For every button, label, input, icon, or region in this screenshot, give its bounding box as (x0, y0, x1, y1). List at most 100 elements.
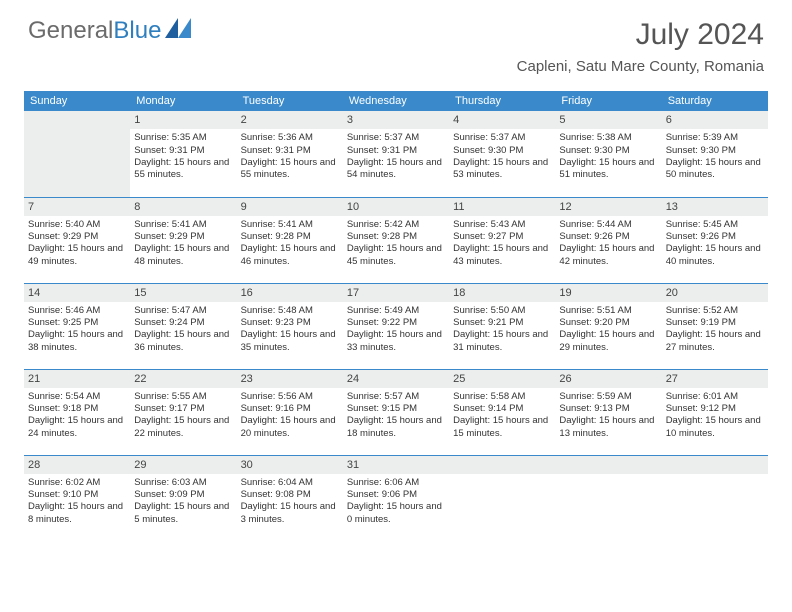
day-number: 28 (24, 456, 130, 474)
sunset-text: Sunset: 9:17 PM (134, 403, 232, 415)
calendar-cell: 1Sunrise: 5:35 AMSunset: 9:31 PMDaylight… (130, 111, 236, 197)
day-number: 7 (24, 198, 130, 216)
calendar-cell: 3Sunrise: 5:37 AMSunset: 9:31 PMDaylight… (343, 111, 449, 197)
daylight-text: Daylight: 15 hours and 55 minutes. (134, 157, 232, 182)
calendar-cell: 31Sunrise: 6:06 AMSunset: 9:06 PMDayligh… (343, 455, 449, 541)
calendar-cell: 23Sunrise: 5:56 AMSunset: 9:16 PMDayligh… (237, 369, 343, 455)
calendar-cell: 6Sunrise: 5:39 AMSunset: 9:30 PMDaylight… (662, 111, 768, 197)
calendar-cell: 9Sunrise: 5:41 AMSunset: 9:28 PMDaylight… (237, 197, 343, 283)
weekday-header: Friday (555, 91, 661, 111)
sunrise-text: Sunrise: 5:36 AM (241, 132, 339, 144)
logo: GeneralBlue (28, 18, 191, 43)
sunset-text: Sunset: 9:28 PM (241, 231, 339, 243)
sunrise-text: Sunrise: 5:52 AM (666, 305, 764, 317)
sunset-text: Sunset: 9:24 PM (134, 317, 232, 329)
calendar-cell (449, 455, 555, 541)
daylight-text: Daylight: 15 hours and 18 minutes. (347, 415, 445, 440)
calendar-cell: 25 Sunrise: 5:58 AMSunset: 9:14 PMDayligh… (449, 369, 555, 455)
calendar-cell: 10Sunrise: 5:42 AMSunset: 9:28 PMDayligh… (343, 197, 449, 283)
calendar-cell (662, 455, 768, 541)
sunrise-text: Sunrise: 6:04 AM (241, 477, 339, 489)
calendar-cell: 30Sunrise: 6:04 AMSunset: 9:08 PMDayligh… (237, 455, 343, 541)
daylight-text: Daylight: 15 hours and 42 minutes. (559, 243, 657, 268)
calendar-cell: 4Sunrise: 5:37 AMSunset: 9:30 PMDaylight… (449, 111, 555, 197)
sunrise-text: Sunrise: 5:37 AM (453, 132, 551, 144)
calendar-cell (555, 455, 661, 541)
day-number (662, 456, 768, 474)
day-number: 17 (343, 284, 449, 302)
calendar-cell: 16Sunrise: 5:48 AMSunset: 9:23 PMDayligh… (237, 283, 343, 369)
sunrise-text: Sunrise: 5:49 AM (347, 305, 445, 317)
daylight-text: Daylight: 15 hours and 5 minutes. (134, 501, 232, 526)
logo-text-general: General (28, 19, 113, 43)
weekday-header-row: Sunday Monday Tuesday Wednesday Thursday… (24, 91, 768, 111)
daylight-text: Daylight: 15 hours and 15 minutes. (453, 415, 551, 440)
page-title: July 2024 (517, 18, 764, 52)
sunrise-text: Sunrise: 6:01 AM (666, 391, 764, 403)
calendar-row: 21Sunrise: 5:54 AMSunset: 9:18 PMDayligh… (24, 369, 768, 455)
sunset-text: Sunset: 9:20 PM (559, 317, 657, 329)
sunset-text: Sunset: 9:16 PM (241, 403, 339, 415)
sunset-text: Sunset: 9:31 PM (347, 145, 445, 157)
daylight-text: Daylight: 15 hours and 20 minutes. (241, 415, 339, 440)
sunrise-text: Sunrise: 5:46 AM (28, 305, 126, 317)
calendar-cell: 20Sunrise: 5:52 AMSunset: 9:19 PMDayligh… (662, 283, 768, 369)
day-number: 2 (237, 111, 343, 129)
calendar-cell: 12Sunrise: 5:44 AMSunset: 9:26 PMDayligh… (555, 197, 661, 283)
calendar-cell: 14Sunrise: 5:46 AMSunset: 9:25 PMDayligh… (24, 283, 130, 369)
sunset-text: Sunset: 9:12 PM (666, 403, 764, 415)
daylight-text: Daylight: 15 hours and 33 minutes. (347, 329, 445, 354)
daylight-text: Daylight: 15 hours and 8 minutes. (28, 501, 126, 526)
sunset-text: Sunset: 9:29 PM (134, 231, 232, 243)
sunrise-text: Sunrise: 5:56 AM (241, 391, 339, 403)
calendar-cell: 28Sunrise: 6:02 AMSunset: 9:10 PMDayligh… (24, 455, 130, 541)
day-number: 15 (130, 284, 236, 302)
daylight-text: Daylight: 15 hours and 27 minutes. (666, 329, 764, 354)
sunset-text: Sunset: 9:15 PM (347, 403, 445, 415)
sunrise-text: Sunrise: 6:03 AM (134, 477, 232, 489)
day-number: 6 (662, 111, 768, 129)
calendar-row: 1Sunrise: 5:35 AMSunset: 9:31 PMDaylight… (24, 111, 768, 197)
calendar-cell (24, 111, 130, 197)
triangle-icon (165, 18, 191, 43)
daylight-text: Daylight: 15 hours and 29 minutes. (559, 329, 657, 354)
sunrise-text: Sunrise: 5:35 AM (134, 132, 232, 144)
calendar-cell: 27Sunrise: 6:01 AMSunset: 9:12 PMDayligh… (662, 369, 768, 455)
day-number: 19 (555, 284, 661, 302)
sunrise-text: Sunrise: 5:55 AM (134, 391, 232, 403)
daylight-text: Daylight: 15 hours and 45 minutes. (347, 243, 445, 268)
weekday-header: Sunday (24, 91, 130, 111)
daylight-text: Daylight: 15 hours and 10 minutes. (666, 415, 764, 440)
sunset-text: Sunset: 9:30 PM (559, 145, 657, 157)
weekday-header: Thursday (449, 91, 555, 111)
location-text: Capleni, Satu Mare County, Romania (517, 58, 764, 75)
calendar-row: 7Sunrise: 5:40 AMSunset: 9:29 PMDaylight… (24, 197, 768, 283)
sunset-text: Sunset: 9:14 PM (453, 403, 551, 415)
day-number: 25 (449, 370, 555, 388)
daylight-text: Daylight: 15 hours and 49 minutes. (28, 243, 126, 268)
calendar-cell: 21Sunrise: 5:54 AMSunset: 9:18 PMDayligh… (24, 369, 130, 455)
sunrise-text: Sunrise: 5:42 AM (347, 219, 445, 231)
day-number: 3 (343, 111, 449, 129)
day-number: 18 (449, 284, 555, 302)
day-number: 20 (662, 284, 768, 302)
sunset-text: Sunset: 9:26 PM (559, 231, 657, 243)
weekday-header: Monday (130, 91, 236, 111)
sunrise-text: Sunrise: 5:40 AM (28, 219, 126, 231)
sunrise-text: Sunrise: 5:44 AM (559, 219, 657, 231)
calendar-cell: 13Sunrise: 5:45 AMSunset: 9:26 PMDayligh… (662, 197, 768, 283)
day-number (449, 456, 555, 474)
day-number: 21 (24, 370, 130, 388)
calendar-cell: 26Sunrise: 5:59 AMSunset: 9:13 PMDayligh… (555, 369, 661, 455)
day-number: 14 (24, 284, 130, 302)
day-number: 31 (343, 456, 449, 474)
sunrise-text: Sunrise: 5:41 AM (134, 219, 232, 231)
day-number: 26 (555, 370, 661, 388)
sunset-text: Sunset: 9:30 PM (453, 145, 551, 157)
daylight-text: Daylight: 15 hours and 38 minutes. (28, 329, 126, 354)
sunrise-text: Sunrise: 5:37 AM (347, 132, 445, 144)
sunset-text: Sunset: 9:26 PM (666, 231, 764, 243)
calendar-cell: 8Sunrise: 5:41 AMSunset: 9:29 PMDaylight… (130, 197, 236, 283)
daylight-text: Daylight: 15 hours and 48 minutes. (134, 243, 232, 268)
sunrise-text: Sunrise: 5:58 AM (453, 391, 551, 403)
